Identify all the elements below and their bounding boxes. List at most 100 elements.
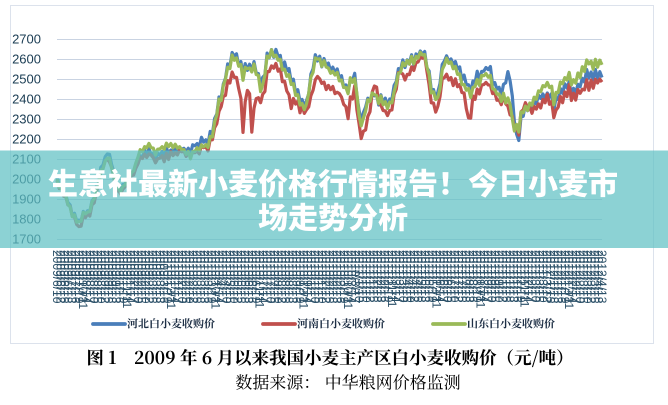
svg-text:2011/10/11: 2011/10/11: [474, 250, 488, 309]
svg-text:2011/2/13: 2011/2/13: [374, 250, 388, 303]
svg-text:2010/2/13: 2010/2/13: [330, 250, 344, 304]
svg-text:2010/10/11: 2010/10/11: [208, 250, 222, 309]
svg-text:2010/5/15: 2010/5/15: [234, 250, 248, 304]
svg-text:2011/3/14: 2011/3/14: [389, 250, 403, 303]
svg-text:2400: 2400: [12, 92, 41, 107]
svg-text:2010/3/13: 2010/3/13: [197, 250, 211, 304]
svg-text:2010/2/10: 2010/2/10: [183, 250, 197, 304]
svg-text:2010/6/19: 2010/6/19: [249, 250, 263, 304]
svg-text:2011/9/17: 2011/9/17: [481, 250, 495, 303]
svg-text:2009/2/15: 2009/2/15: [135, 250, 149, 304]
svg-text:2009/3/13: 2009/3/13: [153, 250, 167, 304]
svg-text:2010/5/12: 2010/5/12: [230, 250, 244, 304]
svg-text:2011/5/18: 2011/5/18: [415, 250, 429, 303]
svg-text:2009/9/18: 2009/9/18: [105, 250, 119, 304]
svg-text:2009/8/10: 2009/8/10: [87, 250, 101, 304]
svg-text:2010/3/14: 2010/3/14: [345, 250, 359, 304]
svg-text:2010/2/15: 2010/2/15: [323, 250, 337, 304]
svg-text:2011/1/15: 2011/1/15: [499, 250, 513, 303]
svg-text:2009/10/11: 2009/10/11: [76, 250, 90, 309]
svg-text:2010/1/17: 2010/1/17: [172, 250, 186, 304]
svg-text:2011/2/19: 2011/2/19: [381, 250, 395, 303]
svg-text:2600: 2600: [12, 52, 41, 67]
svg-text:2012/3/15: 2012/3/15: [588, 250, 602, 304]
svg-text:2009/9/12: 2009/9/12: [98, 250, 112, 304]
svg-text:2010/1/17: 2010/1/17: [304, 250, 318, 304]
svg-text:2010/5/15: 2010/5/15: [223, 250, 237, 304]
svg-text:2011/5/13: 2011/5/13: [418, 250, 432, 303]
svg-text:2010/8/12: 2010/8/12: [275, 250, 289, 304]
svg-text:2011/6/17: 2011/6/17: [437, 250, 451, 303]
svg-text:2010/3/19: 2010/3/19: [205, 250, 219, 304]
svg-text:2010/1/10: 2010/1/10: [315, 250, 329, 304]
svg-text:2010/2/12: 2010/2/12: [186, 250, 200, 304]
svg-text:2300: 2300: [12, 112, 41, 127]
svg-text:2010/1/19: 2010/1/19: [161, 250, 175, 304]
svg-text:2009/8/10: 2009/8/10: [94, 250, 108, 304]
svg-text:2010/11/11: 2010/11/11: [253, 250, 267, 309]
svg-text:2011/4/12: 2011/4/12: [407, 250, 421, 303]
svg-text:2009/1/16: 2009/1/16: [113, 250, 127, 304]
svg-text:2010/12/11: 2010/12/11: [297, 250, 311, 309]
svg-text:2009/9/13: 2009/9/13: [109, 250, 123, 304]
svg-text:2010/8/15: 2010/8/15: [278, 250, 292, 304]
svg-text:2500: 2500: [12, 72, 41, 87]
svg-text:2012/1/15: 2012/1/15: [543, 250, 557, 304]
svg-text:2011/6/15: 2011/6/15: [444, 250, 458, 303]
svg-text:2011/3/12: 2011/3/12: [540, 250, 554, 303]
svg-text:2010/7/15: 2010/7/15: [267, 250, 281, 304]
svg-text:2011/2/17: 2011/2/17: [525, 250, 539, 303]
svg-text:2011/6/14: 2011/6/14: [433, 250, 447, 303]
svg-text:2009/6/10: 2009/6/10: [50, 250, 64, 304]
svg-text:2012/4/13: 2012/4/13: [595, 250, 609, 304]
svg-text:2011/1/15: 2011/1/15: [367, 250, 381, 303]
svg-text:2009/7/13: 2009/7/13: [65, 250, 79, 304]
svg-text:2010/1/14: 2010/1/14: [168, 250, 182, 304]
svg-text:2009/2/10: 2009/2/10: [131, 250, 145, 304]
svg-text:2011/1/10: 2011/1/10: [352, 250, 366, 303]
svg-text:2012/3/10: 2012/3/10: [580, 250, 594, 304]
svg-text:2010/1/10: 2010/1/10: [308, 250, 322, 304]
svg-text:2009/2/17: 2009/2/17: [127, 250, 141, 304]
svg-text:2009/8/15: 2009/8/15: [91, 250, 105, 304]
svg-text:2011/11/11: 2011/11/11: [385, 250, 399, 308]
svg-text:2010/2/18: 2010/2/18: [326, 250, 340, 304]
svg-text:2010/4/17: 2010/4/17: [216, 250, 230, 304]
svg-text:2012/1/18: 2012/1/18: [547, 250, 561, 304]
svg-text:2011/2/14: 2011/2/14: [521, 250, 535, 303]
svg-text:2011/8/13: 2011/8/13: [462, 250, 476, 303]
svg-text:2010/2/12: 2010/2/12: [319, 250, 333, 304]
svg-text:2011/3/10: 2011/3/10: [396, 250, 410, 303]
svg-text:2010/9/19: 2010/9/19: [293, 250, 307, 304]
svg-text:2011/2/18: 2011/2/18: [370, 250, 384, 303]
svg-text:2010/4/14: 2010/4/14: [212, 250, 226, 304]
svg-text:2011/2/19: 2011/2/19: [514, 250, 528, 303]
svg-text:2011/1/12: 2011/1/12: [363, 250, 377, 303]
svg-text:2200: 2200: [12, 132, 41, 147]
svg-text:2010/6/16: 2010/6/16: [245, 250, 259, 304]
svg-text:2010/7/17: 2010/7/17: [260, 250, 274, 304]
svg-text:2011/7/12: 2011/7/12: [451, 250, 465, 303]
svg-text:2011/3/15: 2011/3/15: [532, 250, 546, 303]
svg-text:2009/8/14: 2009/8/14: [80, 250, 94, 304]
svg-text:2009/2/10: 2009/2/10: [138, 250, 152, 304]
svg-text:2010/9/14: 2010/9/14: [300, 250, 314, 304]
svg-text:2012/3/15: 2012/3/15: [577, 250, 591, 304]
svg-text:2010/10/11: 2010/10/11: [341, 250, 355, 309]
svg-text:2011/1/12: 2011/1/12: [496, 250, 510, 303]
svg-text:2012/2/14: 2012/2/14: [566, 250, 580, 304]
svg-text:2012/1/16: 2012/1/16: [555, 250, 569, 304]
svg-text:2011/11/11: 2011/11/11: [518, 250, 532, 308]
svg-text:2011/7/10: 2011/7/10: [448, 250, 462, 303]
svg-text:2011/4/10: 2011/4/10: [404, 250, 418, 303]
svg-text:2010/3/18: 2010/3/18: [194, 250, 208, 304]
svg-text:2010/8/18: 2010/8/18: [282, 250, 296, 304]
svg-text:2010/5/18: 2010/5/18: [238, 250, 252, 304]
svg-text:2009/7/16: 2009/7/16: [68, 250, 82, 304]
svg-text:2011/9/10: 2011/9/10: [485, 250, 499, 303]
svg-text:2009/2/12: 2009/2/12: [142, 250, 156, 304]
svg-text:2010/9/16: 2010/9/16: [289, 250, 303, 304]
svg-text:2009/8/17: 2009/8/17: [83, 250, 97, 304]
svg-text:2011/8/14: 2011/8/14: [477, 250, 491, 303]
svg-text:2010/6/13: 2010/6/13: [242, 250, 256, 304]
